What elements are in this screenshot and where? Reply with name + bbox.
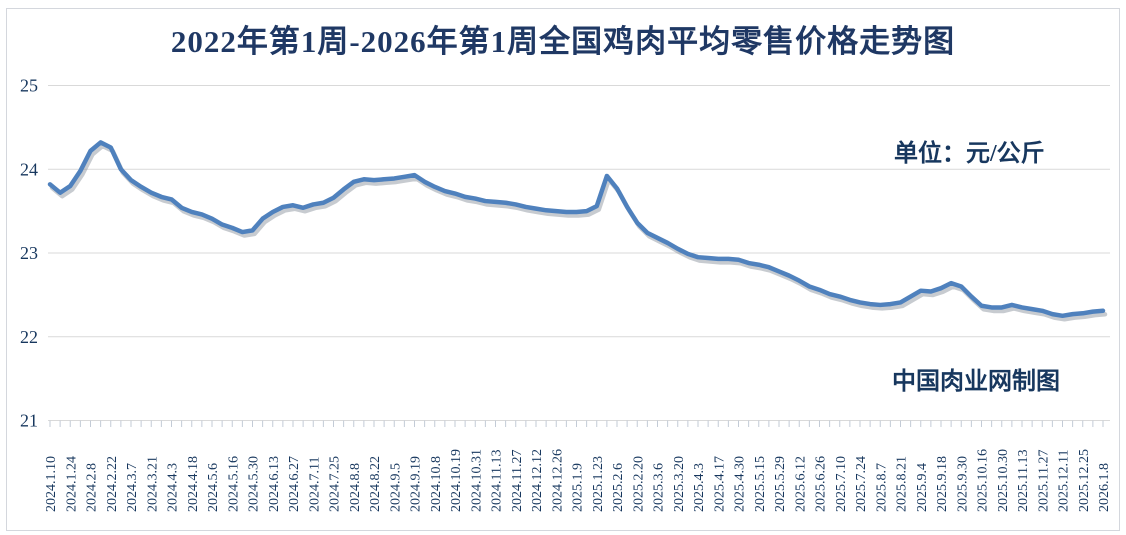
x-axis-label: 2024.2.8 xyxy=(85,463,100,512)
unit-label: 单位：元/公斤 xyxy=(894,141,1045,167)
x-axis-label: 2024.6.13 xyxy=(267,456,282,512)
y-axis-label-25: 25 xyxy=(20,76,38,96)
x-axis-label: 2025.6.12 xyxy=(793,456,808,512)
x-axis-label: 2024.12.26 xyxy=(550,449,565,512)
x-axis-label: 2025.4.17 xyxy=(712,456,727,512)
x-axis-label: 2025.2.6 xyxy=(611,463,626,512)
x-axis-label: 2025.4.30 xyxy=(733,456,748,512)
x-axis-label: 2025.7.24 xyxy=(854,456,869,512)
x-axis-label: 2024.6.27 xyxy=(287,456,302,512)
x-axis-label: 2025.6.26 xyxy=(814,456,829,512)
x-axis-label: 2025.12.11 xyxy=(1057,450,1072,512)
x-axis-label: 2024.9.5 xyxy=(388,463,403,512)
x-axis-label: 2024.5.16 xyxy=(226,456,241,512)
x-axis-label: 2025.1.23 xyxy=(591,456,606,512)
x-axis-label: 2024.5.30 xyxy=(247,456,262,512)
x-axis-label: 2024.3.21 xyxy=(145,456,160,512)
x-axis-label: 2024.11.27 xyxy=(510,450,525,512)
x-axis-label: 2024.8.22 xyxy=(368,456,383,512)
x-axis-label: 2024.5.6 xyxy=(206,463,221,512)
x-axis-label: 2024.4.3 xyxy=(166,463,181,512)
x-axis-label: 2025.8.21 xyxy=(895,456,910,512)
x-axis-label: 2025.9.30 xyxy=(955,456,970,512)
x-axis-label: 2024.1.24 xyxy=(64,456,79,512)
price-line xyxy=(47,140,1106,319)
x-axis-label: 2025.9.4 xyxy=(915,463,930,512)
y-axis-label-23: 23 xyxy=(20,243,38,263)
x-axis-label: 2025.7.10 xyxy=(834,456,849,512)
x-axis-label: 2024.2.22 xyxy=(105,456,120,512)
credit-label: 中国肉业网制图 xyxy=(892,369,1060,395)
x-axis-label: 2024.7.11 xyxy=(307,457,322,512)
x-axis-label: 2024.12.12 xyxy=(530,449,545,512)
price-line-shadow xyxy=(49,143,1108,322)
x-axis-label: 2025.10.30 xyxy=(996,449,1011,512)
x-axis-label: 2025.11.13 xyxy=(1016,450,1031,512)
x-axis-label: 2024.9.19 xyxy=(409,456,424,512)
x-axis-label: 2024.11.13 xyxy=(490,450,505,512)
x-axis-label: 2024.1.10 xyxy=(44,456,59,512)
x-axis-label: 2025.9.18 xyxy=(935,456,950,512)
x-axis-label: 2024.4.18 xyxy=(186,456,201,512)
y-axis-label-22: 22 xyxy=(20,327,38,347)
x-axis-label: 2025.12.25 xyxy=(1077,449,1092,512)
x-axis-label: 2025.4.3 xyxy=(692,463,707,512)
x-axis-label: 2025.8.7 xyxy=(874,463,889,512)
x-axis-label: 2024.10.19 xyxy=(449,449,464,512)
x-axis-label: 2025.11.27 xyxy=(1036,450,1051,512)
x-axis-label: 2025.3.6 xyxy=(652,463,667,512)
chart-title: 2022年第1周-2026年第1周全国鸡肉平均零售价格走势图 xyxy=(170,24,956,59)
x-axis-label: 2025.1.9 xyxy=(571,463,586,512)
y-axis-label-21: 21 xyxy=(20,411,38,431)
x-axis-label: 2024.10.31 xyxy=(469,449,484,512)
x-axis-label: 2026.1.8 xyxy=(1097,463,1112,512)
x-axis-label: 2025.3.20 xyxy=(672,456,687,512)
x-axis-label: 2024.7.25 xyxy=(328,456,343,512)
x-axis-label: 2025.5.29 xyxy=(773,456,788,512)
x-axis-label: 2024.3.7 xyxy=(125,463,140,512)
x-axis-label: 2025.2.20 xyxy=(631,456,646,512)
x-axis-label: 2024.10.8 xyxy=(429,456,444,512)
x-axis-label: 2025.10.16 xyxy=(976,449,991,512)
x-axis-label: 2024.8.8 xyxy=(348,463,363,512)
y-axis-label-24: 24 xyxy=(20,159,38,179)
x-axis-label: 2025.5.15 xyxy=(753,456,768,512)
